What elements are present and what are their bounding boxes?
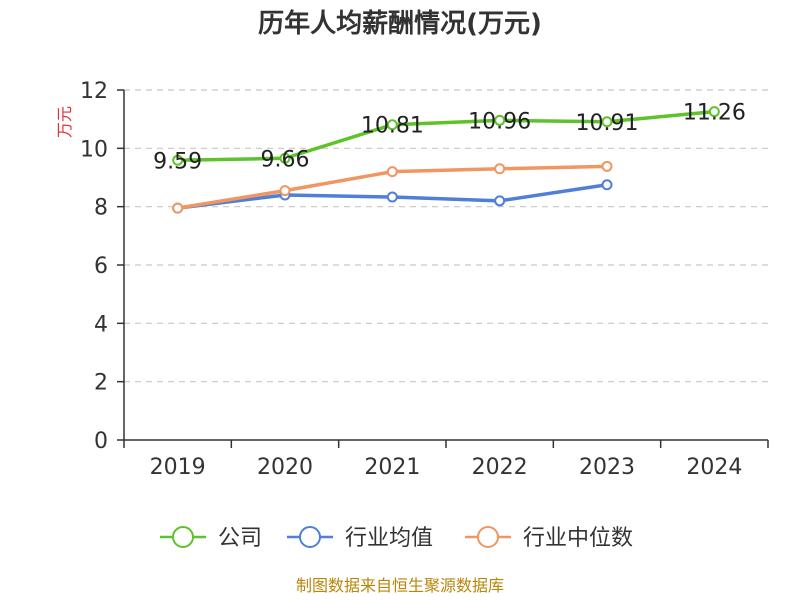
data-label: 10.91 xyxy=(576,111,639,136)
legend-marker xyxy=(299,526,321,548)
data-point xyxy=(386,119,398,131)
y-tick-label: 12 xyxy=(80,79,108,104)
x-tick-label: 2024 xyxy=(686,455,742,480)
data-point xyxy=(494,195,506,207)
data-point xyxy=(279,152,291,164)
x-tick-labels: 2019 2020 2021 2022 2023 2024 xyxy=(150,455,743,480)
grid-lines xyxy=(124,89,768,383)
data-label: 9.59 xyxy=(153,149,202,174)
y-tick-labels: 0 2 4 6 8 10 12 xyxy=(80,79,108,454)
data-point xyxy=(386,166,398,178)
data-point xyxy=(172,154,184,166)
data-point xyxy=(386,191,398,203)
chart-title: 历年人均薪酬情况(万元) xyxy=(258,8,542,39)
data-point xyxy=(172,202,184,214)
legend[interactable]: 公司 行业均值 行业中位数 xyxy=(160,526,633,551)
legend-label: 行业均值 xyxy=(345,526,433,551)
x-tick-label: 2022 xyxy=(472,455,528,480)
data-point xyxy=(601,179,613,191)
y-tick-label: 4 xyxy=(94,312,108,337)
legend-label: 行业中位数 xyxy=(523,526,633,551)
y-tick-label: 6 xyxy=(94,254,108,279)
x-tick-label: 2021 xyxy=(364,455,420,480)
y-tick-label: 0 xyxy=(94,429,108,454)
data-point xyxy=(494,163,506,175)
x-tick-label: 2020 xyxy=(257,455,313,480)
y-axis-label: 万元 xyxy=(55,106,74,138)
data-point xyxy=(279,185,291,197)
data-label: 10.81 xyxy=(361,114,424,139)
y-tick-label: 10 xyxy=(80,137,108,162)
legend-item-1[interactable]: 行业均值 xyxy=(287,526,433,551)
y-tick-label: 8 xyxy=(94,196,108,221)
series-line-0 xyxy=(177,109,715,163)
series-lines xyxy=(172,106,720,214)
legend-item-0[interactable]: 公司 xyxy=(160,526,262,551)
legend-marker xyxy=(477,526,499,548)
data-point xyxy=(601,116,613,128)
source-note: 制图数据来自恒生聚源数据库 xyxy=(296,576,504,595)
data-point xyxy=(708,106,720,118)
legend-label: 公司 xyxy=(218,526,262,551)
y-tick-label: 2 xyxy=(94,371,108,396)
axes xyxy=(117,89,769,448)
x-tick-label: 2023 xyxy=(579,455,635,480)
data-point xyxy=(494,114,506,126)
data-point xyxy=(601,160,613,172)
data-label: 9.66 xyxy=(261,147,310,172)
legend-marker xyxy=(172,526,194,548)
data-label: 10.96 xyxy=(468,109,531,134)
data-labels: 9.59 9.66 10.81 10.96 10.91 11.26 xyxy=(153,101,746,175)
legend-item-2[interactable]: 行业中位数 xyxy=(465,526,633,551)
data-label: 11.26 xyxy=(683,101,746,126)
x-tick-label: 2019 xyxy=(150,455,206,480)
